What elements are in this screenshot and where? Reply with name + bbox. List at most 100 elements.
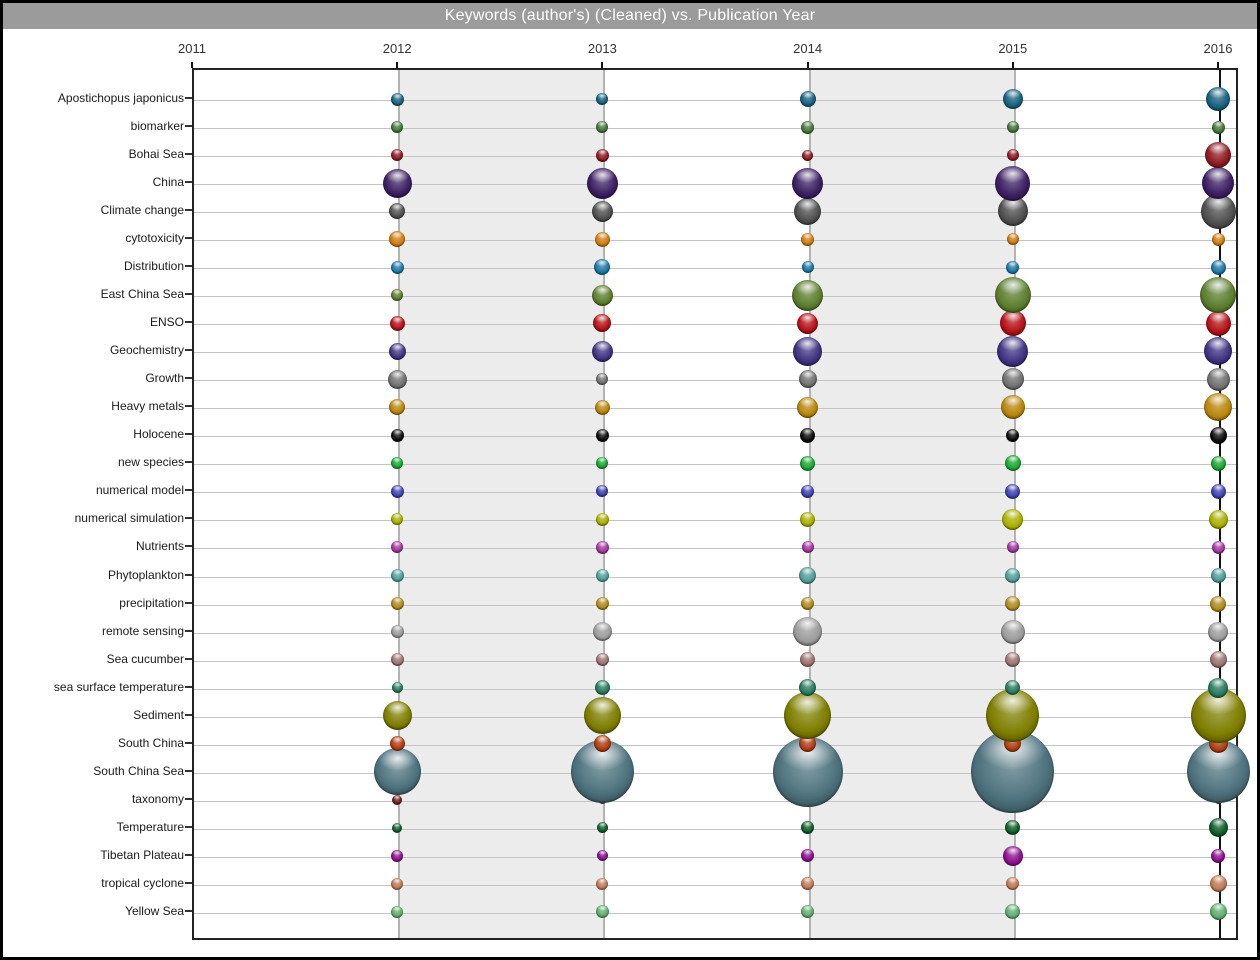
bubble — [596, 822, 608, 834]
chart-title: Keywords (author's) (Cleaned) vs. Public… — [444, 6, 816, 24]
bubble — [1000, 619, 1025, 644]
row-tick — [185, 881, 192, 884]
gridline — [194, 100, 1236, 101]
year-label: 2015 — [998, 41, 1028, 56]
year-label: 2011 — [178, 41, 206, 56]
bubble — [800, 427, 816, 443]
bubble — [390, 260, 404, 274]
bubble — [387, 369, 407, 389]
bubble — [1005, 820, 1021, 836]
gridline — [194, 744, 1236, 746]
bubble — [801, 484, 815, 498]
bubble — [995, 165, 1031, 201]
row-label: tropical cyclone — [101, 875, 184, 890]
bubble — [1002, 845, 1023, 866]
bubble — [801, 877, 815, 891]
row-tick — [185, 601, 192, 604]
gridline — [194, 492, 1236, 494]
bubble — [1005, 483, 1021, 499]
gridline — [194, 464, 1236, 466]
row-tick — [185, 321, 192, 324]
bubble — [591, 200, 613, 222]
bubble — [1206, 87, 1230, 111]
year-label: 2012 — [382, 41, 412, 56]
bubble — [801, 232, 815, 246]
bubble — [1209, 651, 1227, 669]
bubble — [1204, 337, 1232, 366]
gridline — [194, 268, 1236, 270]
row-label: Bohai Sea — [128, 147, 184, 162]
row-tick — [185, 405, 192, 408]
bubble — [1006, 541, 1019, 554]
bubble — [801, 597, 815, 611]
bubble — [1005, 652, 1021, 668]
row-label: sea surface temperature — [53, 679, 184, 694]
bubble — [793, 617, 823, 647]
bubble — [1210, 568, 1226, 583]
bubble — [389, 231, 406, 248]
bubble — [801, 120, 815, 134]
bubble — [595, 512, 609, 526]
bubble — [391, 905, 404, 918]
row-label: South China — [117, 735, 184, 750]
bubble — [596, 121, 609, 134]
bubble — [1006, 233, 1019, 246]
bubble — [390, 92, 404, 106]
row-tick — [185, 909, 192, 912]
bubble — [999, 310, 1026, 337]
row-label: East China Sea — [100, 287, 184, 302]
bubble — [1211, 848, 1225, 863]
bubble — [1205, 142, 1231, 169]
bubble — [389, 203, 406, 220]
bubble — [997, 196, 1028, 227]
bubble — [799, 679, 817, 697]
column-stem — [603, 70, 606, 938]
gridline — [194, 380, 1236, 382]
row-label: Apostichopus japonicus — [57, 91, 184, 105]
bubble — [794, 197, 822, 225]
row-tick — [185, 293, 192, 296]
bubble — [1206, 367, 1230, 391]
bubble — [1001, 368, 1024, 391]
row-tick — [185, 741, 192, 744]
row-tick — [185, 657, 192, 660]
row-label: new species — [117, 455, 184, 470]
gridline — [194, 296, 1236, 298]
gridline — [194, 604, 1236, 606]
bubble — [1004, 455, 1021, 472]
row-label: Climate change — [100, 203, 184, 218]
gridline — [194, 436, 1236, 438]
bubble — [1005, 596, 1021, 612]
bubble — [595, 597, 609, 611]
bubble — [591, 340, 613, 362]
gridline — [194, 240, 1236, 242]
bubble — [1208, 509, 1228, 529]
gridline — [194, 548, 1236, 550]
row-label: Heavy metals — [111, 399, 184, 414]
bubble — [792, 167, 824, 199]
bubble — [994, 277, 1031, 314]
row-label: Growth — [145, 371, 184, 386]
bubble — [593, 314, 612, 333]
bubble — [1005, 680, 1021, 696]
row-label: Yellow Sea — [125, 903, 184, 918]
bubble — [1006, 260, 1020, 274]
bubble — [595, 653, 609, 667]
year-tick — [806, 62, 809, 68]
bubble — [799, 567, 817, 584]
year-tick — [191, 62, 193, 68]
year-tick — [396, 62, 399, 68]
bubble — [596, 373, 609, 386]
row-label: biomarker — [130, 119, 184, 134]
row-label: Temperature — [116, 819, 184, 834]
gridline — [194, 660, 1236, 662]
bubble — [596, 485, 609, 498]
gridline — [194, 128, 1236, 130]
row-label: ENSO — [149, 315, 184, 330]
bubble — [1210, 259, 1226, 275]
bubble — [390, 428, 404, 442]
gridline — [194, 352, 1236, 354]
gridline — [194, 632, 1236, 634]
bubble — [1006, 149, 1019, 162]
bubble — [1002, 89, 1023, 109]
